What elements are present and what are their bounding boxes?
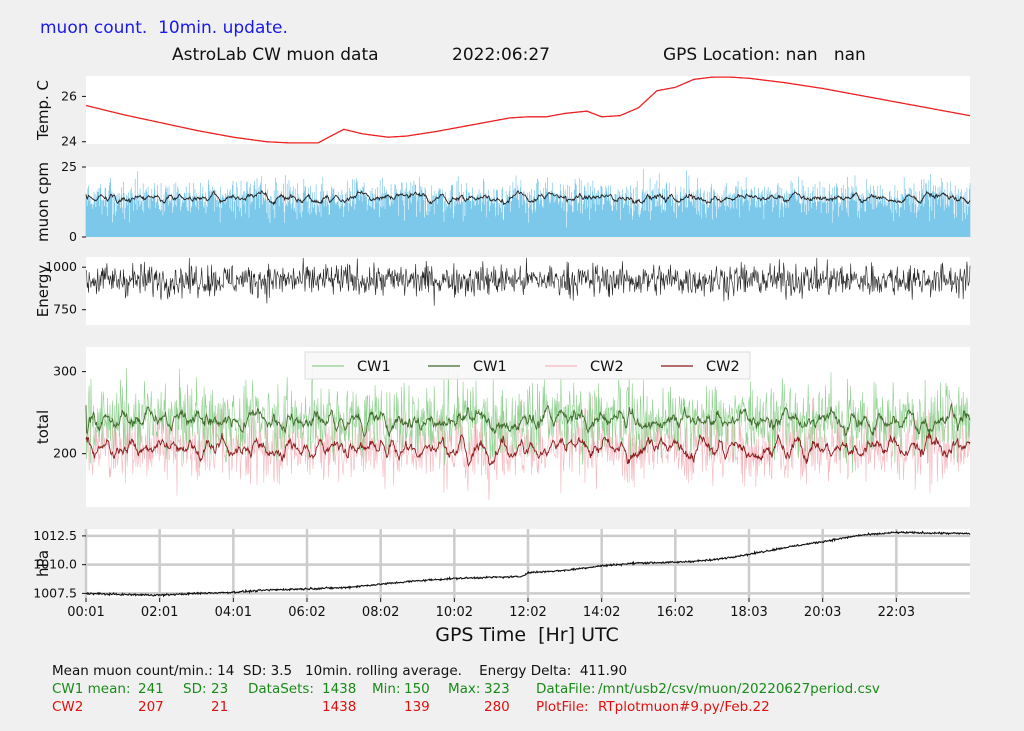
chart-header-title: AstroLab CW muon data [172,45,379,65]
cw1-datafile-label: DataFile: [536,681,596,697]
muon-y-tick-label: 25 [61,159,77,174]
muon-y-axis-label: muon cpm [34,162,52,242]
temperature-line [85,76,971,144]
cw2-raw-line [85,396,971,501]
x-tick-label: 18:03 [730,605,767,620]
panel-1-plot-area [86,76,970,144]
total-y-tick-label: 300 [53,364,77,379]
cw1-datafile-path: /mnt/usb2/csv/muon/20220627period.csv [598,681,880,697]
energy-y-tick-label: 1000 [45,259,77,274]
cw1-max-label: Max: [448,681,481,697]
cw1-rolling-average-line [85,403,971,438]
x-tick-label: 12:02 [509,605,546,620]
cw1-datasets-label: DataSets: [248,681,314,697]
cw1-raw-line [85,367,971,473]
cw2-max-value: 280 [484,699,510,715]
cw2-plotfile-label: PlotFile: [536,699,589,715]
chart-header-gps-location: GPS Location: nan nan [663,45,866,65]
cw2-datasets-value: 1438 [322,699,357,715]
x-tick-label: 06:02 [288,605,325,620]
legend-label-4: CW2 [706,359,740,375]
cw2-mean-value: 207 [138,699,164,715]
total-y-tick-label: 200 [53,446,77,461]
pressure-line [85,530,971,598]
cw1-min-label: Min: [372,681,401,697]
x-tick-label: 00:01 [67,605,104,620]
pressure-y-axis-label: hPa [34,550,52,577]
temp-y-axis-label: Temp. C [34,80,52,141]
legend-label-2: CW1 [473,359,507,375]
pressure-y-tick-label: 1012.5 [33,528,77,543]
cw1-max-value: 323 [484,681,510,697]
energy-line [85,257,971,306]
chart-header-date: 2022:06:27 [452,45,550,65]
cw2-rolling-average-line [85,431,971,467]
total-y-axis-label: total [34,410,52,444]
cw1-mean-label: CW1 mean: [52,681,131,697]
x-axis-title: GPS Time [Hr] UTC [435,624,619,646]
x-tick-label: 14:02 [583,605,620,620]
cw1-mean-value: 241 [138,681,164,697]
x-tick-label: 04:01 [215,605,252,620]
temp-y-tick-label: 24 [61,134,77,149]
x-tick-label: 20:03 [804,605,841,620]
x-tick-label: 10:02 [436,605,473,620]
cw1-datasets-value: 1438 [322,681,357,697]
total-legend: CW1 CW1 CW2 CW2 [304,351,751,380]
update-note: muon count. 10min. update. [40,18,288,38]
cw2-label: CW2 [52,699,84,715]
legend-label-1: CW1 [357,359,391,375]
cw2-sd-value: 21 [211,699,229,715]
muon-rolling-average-line [85,190,971,206]
muon-y-tick-label: 0 [69,229,77,244]
cw2-min-value: 139 [404,699,430,715]
panel-3-plot-area [86,257,970,325]
pressure-y-tick-label: 1010.0 [33,557,77,572]
x-tick-label: 08:02 [362,605,399,620]
temp-y-tick-label: 26 [61,88,77,103]
cw2-plotfile-name: RTplotmuon#9.py/Feb.22 [598,699,770,715]
x-tick-label: 02:01 [141,605,178,620]
cw1-sd-value: 23 [211,681,229,697]
legend-label-3: CW2 [590,359,624,375]
x-tick-label: 16:02 [657,605,694,620]
energy-y-axis-label: Energy [34,265,52,318]
pressure-y-tick-label: 1007.5 [33,585,77,600]
stats-summary-line: Mean muon count/min.: 14 SD: 3.5 10min. … [52,663,628,679]
x-tick-label: 22:03 [878,605,915,620]
cw1-min-value: 150 [404,681,430,697]
cw1-sd-label: SD: [183,681,207,697]
muon-cpm-bars [85,168,971,237]
energy-y-tick-label: 750 [53,302,77,317]
